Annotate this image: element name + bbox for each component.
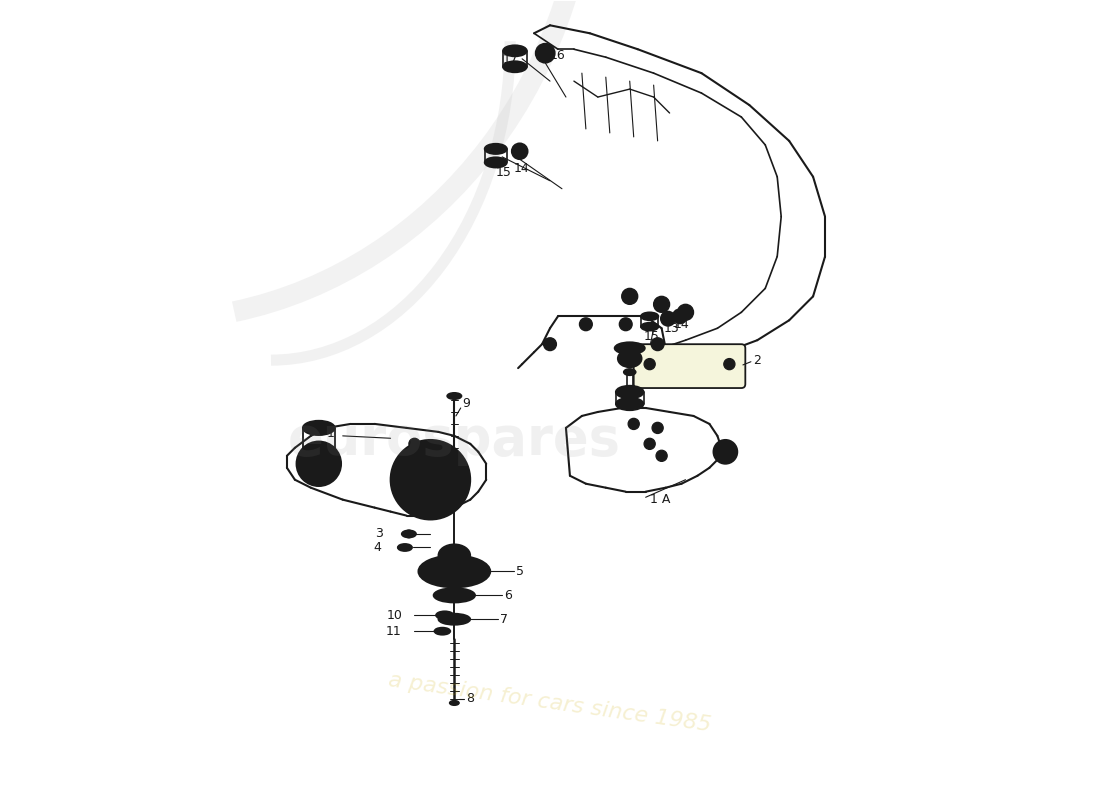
Ellipse shape bbox=[402, 530, 416, 538]
Circle shape bbox=[653, 296, 670, 312]
Circle shape bbox=[412, 442, 417, 446]
Ellipse shape bbox=[434, 628, 450, 634]
Ellipse shape bbox=[615, 342, 645, 354]
Ellipse shape bbox=[444, 592, 464, 599]
Text: 17: 17 bbox=[503, 53, 518, 66]
Circle shape bbox=[400, 458, 412, 470]
Text: 16: 16 bbox=[550, 49, 565, 62]
Text: 13: 13 bbox=[664, 322, 680, 334]
Circle shape bbox=[512, 143, 528, 159]
Circle shape bbox=[651, 338, 664, 350]
Ellipse shape bbox=[448, 393, 462, 399]
Text: 14: 14 bbox=[673, 318, 690, 330]
Text: 11: 11 bbox=[386, 625, 402, 638]
Ellipse shape bbox=[485, 144, 507, 154]
Text: 4: 4 bbox=[373, 541, 381, 554]
Ellipse shape bbox=[503, 61, 527, 72]
Circle shape bbox=[405, 530, 412, 538]
Circle shape bbox=[619, 318, 632, 330]
Text: eurospares: eurospares bbox=[288, 414, 620, 466]
Text: 9: 9 bbox=[462, 398, 470, 410]
Circle shape bbox=[541, 50, 549, 57]
Ellipse shape bbox=[398, 544, 412, 551]
Circle shape bbox=[547, 341, 553, 347]
Circle shape bbox=[432, 446, 444, 458]
Text: 15: 15 bbox=[496, 166, 512, 179]
Circle shape bbox=[717, 444, 734, 460]
Text: a passion for cars since 1985: a passion for cars since 1985 bbox=[387, 670, 713, 735]
Circle shape bbox=[297, 442, 341, 486]
Text: 14: 14 bbox=[514, 162, 530, 175]
Circle shape bbox=[654, 341, 661, 347]
Circle shape bbox=[580, 318, 592, 330]
Circle shape bbox=[628, 418, 639, 430]
Ellipse shape bbox=[439, 544, 471, 566]
Ellipse shape bbox=[418, 555, 491, 587]
Ellipse shape bbox=[428, 560, 481, 582]
Circle shape bbox=[656, 426, 660, 430]
Circle shape bbox=[678, 304, 693, 320]
Ellipse shape bbox=[503, 46, 527, 56]
Ellipse shape bbox=[302, 421, 334, 435]
Circle shape bbox=[404, 462, 409, 466]
Circle shape bbox=[626, 292, 634, 300]
Circle shape bbox=[631, 422, 636, 426]
Ellipse shape bbox=[439, 614, 471, 625]
Ellipse shape bbox=[714, 440, 737, 464]
Circle shape bbox=[307, 452, 331, 476]
Circle shape bbox=[517, 148, 522, 154]
FancyBboxPatch shape bbox=[634, 344, 746, 388]
Circle shape bbox=[409, 438, 420, 450]
Circle shape bbox=[583, 321, 590, 327]
Circle shape bbox=[390, 440, 471, 519]
Circle shape bbox=[676, 313, 683, 319]
Circle shape bbox=[436, 450, 441, 454]
Ellipse shape bbox=[436, 611, 453, 619]
Text: 8: 8 bbox=[466, 693, 474, 706]
Text: 15: 15 bbox=[644, 330, 659, 342]
Circle shape bbox=[661, 311, 675, 326]
Ellipse shape bbox=[448, 617, 462, 622]
Ellipse shape bbox=[641, 322, 659, 330]
Text: 7: 7 bbox=[499, 613, 508, 626]
Text: 5: 5 bbox=[516, 565, 524, 578]
Ellipse shape bbox=[641, 312, 659, 320]
Circle shape bbox=[727, 362, 732, 366]
Text: 10: 10 bbox=[386, 609, 403, 622]
Circle shape bbox=[664, 315, 671, 322]
Ellipse shape bbox=[302, 445, 334, 459]
Circle shape bbox=[403, 452, 459, 508]
Circle shape bbox=[682, 308, 690, 316]
Circle shape bbox=[645, 438, 656, 450]
Circle shape bbox=[543, 338, 557, 350]
Circle shape bbox=[645, 358, 656, 370]
Circle shape bbox=[673, 309, 688, 323]
Circle shape bbox=[536, 44, 554, 62]
Ellipse shape bbox=[618, 350, 641, 367]
Circle shape bbox=[659, 454, 664, 458]
Ellipse shape bbox=[433, 588, 475, 602]
Circle shape bbox=[621, 288, 638, 304]
Ellipse shape bbox=[485, 158, 507, 168]
Ellipse shape bbox=[450, 701, 459, 706]
Circle shape bbox=[417, 470, 428, 482]
Circle shape bbox=[420, 474, 425, 478]
Circle shape bbox=[652, 422, 663, 434]
Circle shape bbox=[656, 450, 668, 462]
Circle shape bbox=[647, 442, 652, 446]
Circle shape bbox=[724, 358, 735, 370]
Text: 1 A: 1 A bbox=[650, 493, 670, 506]
Ellipse shape bbox=[616, 386, 644, 398]
Text: 6: 6 bbox=[504, 589, 512, 602]
Text: 2: 2 bbox=[754, 354, 761, 366]
Ellipse shape bbox=[624, 369, 636, 375]
Circle shape bbox=[623, 321, 629, 327]
Text: 1: 1 bbox=[327, 427, 334, 440]
Circle shape bbox=[658, 300, 666, 308]
Circle shape bbox=[647, 362, 652, 366]
Text: 3: 3 bbox=[375, 527, 383, 541]
Ellipse shape bbox=[616, 398, 644, 410]
